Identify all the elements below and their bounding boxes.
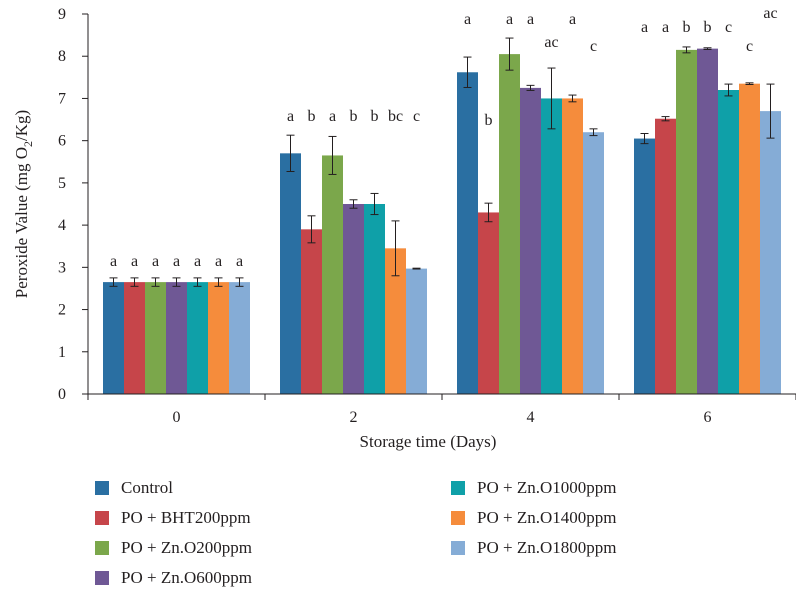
significance-letter: a — [569, 11, 576, 28]
y-tick-label: 9 — [58, 6, 66, 23]
y-tick-label: 5 — [58, 175, 66, 192]
bar — [406, 268, 427, 394]
significance-letter: b — [485, 112, 493, 129]
bar — [166, 282, 187, 394]
significance-letter: b — [683, 19, 691, 36]
bar — [520, 87, 541, 394]
significance-letter: ac — [544, 34, 558, 51]
significance-letter: a — [287, 108, 294, 125]
x-tick-label: 6 — [704, 409, 712, 426]
bar — [208, 282, 229, 394]
x-tick-label: 2 — [350, 409, 358, 426]
significance-letter: a — [329, 108, 336, 125]
y-tick-label: 1 — [58, 344, 66, 361]
y-tick-label: 6 — [58, 133, 66, 150]
y-axis-label: Peroxide Value (mg O2/Kg) — [12, 110, 35, 298]
bar — [187, 282, 208, 394]
bar — [457, 72, 478, 395]
bar — [655, 118, 676, 394]
x-axis-label: Storage time (Days) — [360, 432, 497, 451]
bar — [499, 54, 520, 394]
significance-letter: c — [413, 108, 420, 125]
bar — [229, 282, 250, 394]
bar — [718, 90, 739, 394]
y-tick-label: 4 — [58, 217, 66, 234]
bar — [676, 49, 697, 395]
significance-letter: c — [746, 38, 753, 55]
significance-letter: b — [371, 108, 379, 125]
bar — [301, 229, 322, 394]
y-tick-label: 3 — [58, 259, 66, 276]
x-axis-ticks: 0 2 4 6 — [87, 394, 796, 426]
y-tick-label: 7 — [58, 90, 66, 107]
bar — [280, 153, 301, 394]
significance-letter: b — [308, 108, 316, 125]
bar — [562, 98, 583, 394]
significance-letter: a — [641, 19, 648, 36]
significance-letter: a — [131, 253, 138, 270]
significance-letter: c — [590, 38, 597, 55]
significance-letter: a — [236, 253, 243, 270]
significance-letter: a — [464, 11, 471, 28]
bar — [322, 155, 343, 394]
y-tick-label: 0 — [58, 386, 66, 403]
bar — [541, 98, 562, 394]
bar — [478, 212, 499, 394]
significance-letter: b — [704, 19, 712, 36]
bar — [697, 48, 718, 394]
significance-letter: ac — [763, 5, 777, 22]
significance-letter: c — [725, 19, 732, 36]
error-bars — [109, 37, 775, 287]
significance-letter: a — [110, 253, 117, 270]
significance-letter: a — [527, 11, 534, 28]
bar — [583, 132, 604, 394]
y-axis-ticks: 0 1 2 3 4 5 6 7 8 9 — [58, 6, 88, 403]
bar — [343, 204, 364, 394]
bars — [103, 48, 781, 395]
bar — [364, 204, 385, 394]
significance-letter: bc — [388, 108, 403, 125]
significance-letter: a — [194, 253, 201, 270]
bar — [760, 111, 781, 394]
y-tick-label: 8 — [58, 48, 66, 65]
x-tick-label: 4 — [527, 409, 535, 426]
significance-letter: a — [506, 11, 513, 28]
significance-letter: b — [350, 108, 358, 125]
bar — [634, 138, 655, 394]
significance-letter: a — [173, 253, 180, 270]
bar — [124, 282, 145, 394]
significance-letter: a — [215, 253, 222, 270]
significance-letter: a — [662, 19, 669, 36]
bar — [385, 248, 406, 394]
bar — [145, 282, 166, 394]
y-tick-label: 2 — [58, 302, 66, 319]
x-tick-label: 0 — [173, 409, 181, 426]
bar — [739, 83, 760, 395]
bar — [103, 282, 124, 394]
significance-letter: a — [152, 253, 159, 270]
